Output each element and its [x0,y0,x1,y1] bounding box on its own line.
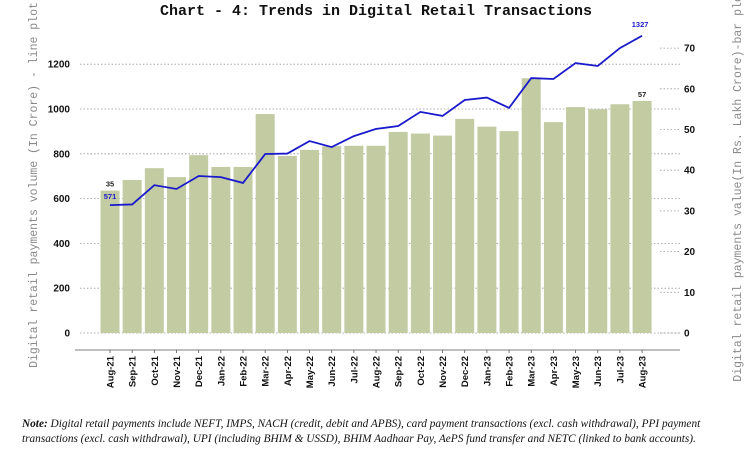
chart-note: Note: Digital retail payments include NE… [22,417,734,446]
x-tick-label: Jun-23 [593,356,604,387]
bar-label-last: 57 [638,90,646,99]
bar-Dec-22 [455,118,475,333]
bar-label-first: 35 [106,180,114,189]
right-axis-title: Digital retail payments value(In Rs. Lak… [732,0,745,382]
bar-Oct-22 [410,133,430,333]
left-tick-label: 1200 [48,60,71,71]
right-tick-label: 50 [684,125,696,136]
left-axis-title: Digital retail payments volume (In Crore… [28,2,41,368]
x-tick-label: Mar-22 [261,356,272,387]
x-tick-label: Jul-22 [349,356,360,383]
x-tick-label: Feb-22 [239,356,250,387]
bar-Aug-21 [100,190,120,333]
x-tick-label: Dec-22 [460,356,471,387]
bar-Dec-21 [189,155,209,333]
left-tick-label: 600 [53,194,70,205]
bar-Nov-21 [167,177,187,333]
bar-Oct-21 [144,168,164,333]
bar-Nov-22 [433,135,453,333]
right-tick-label: 30 [684,206,696,217]
x-tick-label: Jun-22 [327,356,338,387]
x-tick-label: May-22 [305,356,316,388]
bar-Mar-22 [255,114,275,333]
bar-Aug-23 [632,101,652,333]
x-tick-label: Jan-23 [482,356,493,386]
left-tick-label: 1000 [48,105,71,116]
bar-Jul-23 [610,104,630,334]
line-label-first: 571 [104,192,117,201]
x-tick-label: Nov-22 [438,356,449,388]
chart-title: Chart - 4: Trends in Digital Retail Tran… [160,3,592,20]
bar-Sep-21 [122,179,142,333]
right-tick-label: 40 [684,166,696,177]
x-tick-label: Feb-23 [505,356,516,387]
note-label: Note: [22,418,48,430]
x-tick-label: Sep-21 [128,355,139,387]
bar-Apr-23 [543,122,563,333]
x-tick-label: Sep-22 [394,356,405,387]
x-tick-label: Jan-22 [216,356,227,386]
x-tick-label: Jul-23 [615,356,626,383]
bar-Jul-22 [344,145,364,333]
x-tick-label: May-23 [571,356,582,388]
x-tick-label: Oct-22 [416,356,427,386]
left-tick-label: 400 [53,239,70,250]
right-tick-label: 10 [684,288,696,299]
right-tick-label: 20 [684,247,696,258]
bar-Mar-23 [521,78,541,333]
x-tick-label: Aug-22 [372,356,383,388]
left-tick-label: 800 [53,149,70,160]
bar-Feb-23 [499,131,519,333]
bar-Jan-22 [211,166,231,333]
bar-Feb-22 [233,166,253,333]
right-tick-label: 0 [684,329,690,340]
right-tick-label: 60 [684,84,696,95]
bar-Jan-23 [477,126,497,333]
bar-May-23 [566,107,586,334]
left-tick-label: 0 [64,329,70,340]
right-tick-label: 70 [684,44,696,55]
bar-Jun-22 [322,146,342,333]
x-tick-label: Apr-23 [549,356,560,386]
x-tick-label: Oct-21 [150,355,161,385]
bar-Sep-22 [388,131,408,333]
bar-May-22 [300,149,320,333]
x-tick-label: Aug-23 [638,356,649,388]
note-text: Digital retail payments include NEFT, IM… [22,418,701,445]
x-tick-label: Nov-21 [172,355,183,387]
bar-Aug-22 [366,145,386,333]
bar-Jun-23 [588,109,608,334]
combo-chart: Chart - 4: Trends in Digital Retail Tran… [28,0,745,388]
x-tick-label: Aug-21 [106,355,117,388]
line-label-last: 1327 [632,20,649,29]
bar-Apr-22 [277,155,297,333]
x-tick-label: Mar-23 [527,356,538,387]
x-tick-label: Apr-22 [283,356,294,386]
x-tick-label: Dec-21 [194,355,205,387]
left-tick-label: 200 [53,284,70,295]
